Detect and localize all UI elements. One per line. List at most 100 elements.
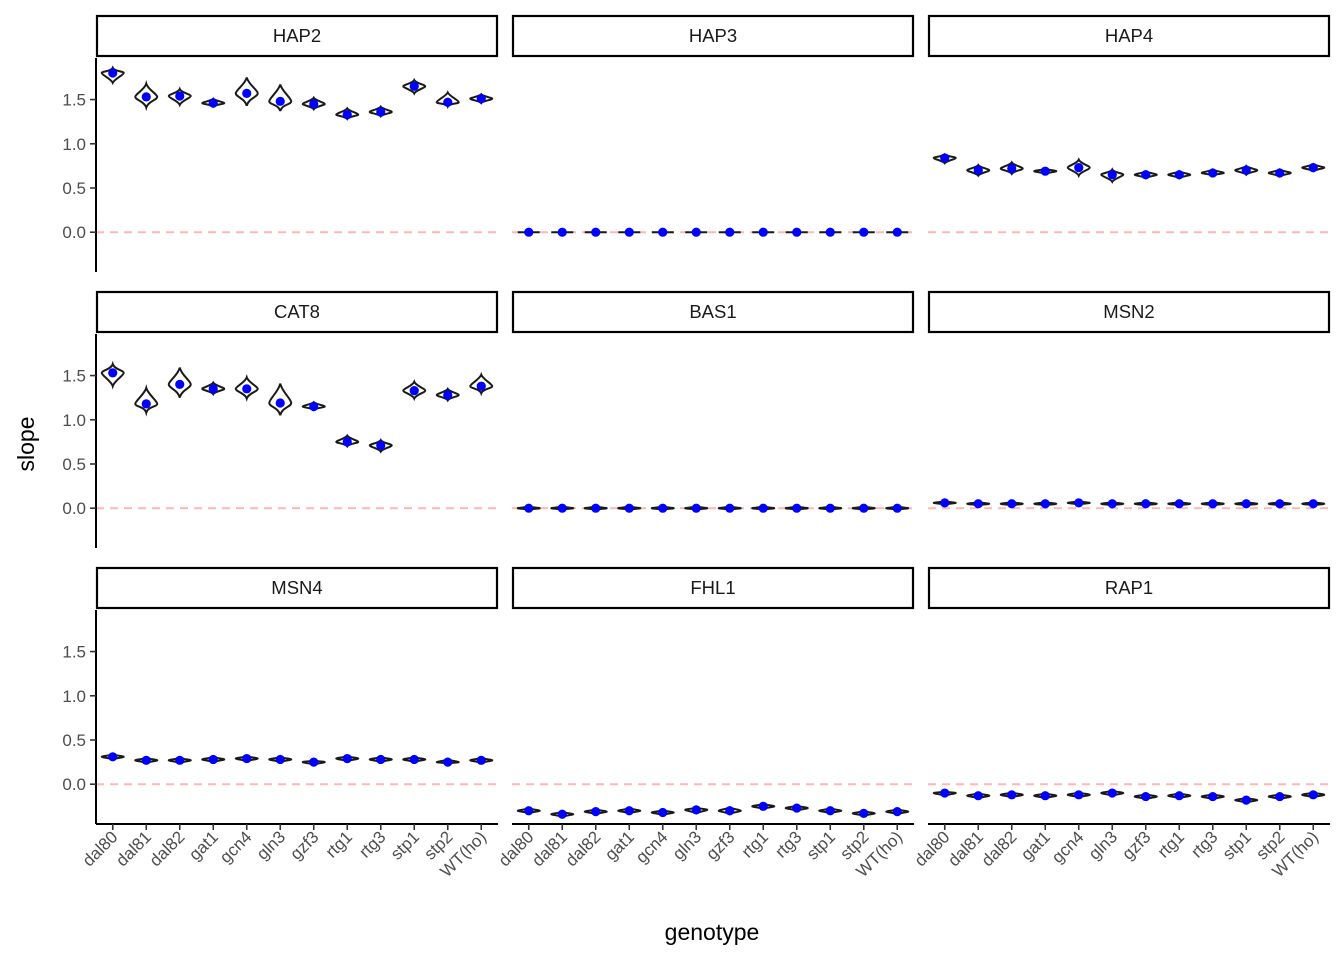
mean-point [859, 808, 869, 818]
mean-point [242, 384, 252, 394]
mean-point [1241, 795, 1251, 805]
facet-strip-label: CAT8 [274, 301, 320, 322]
mean-point [1241, 499, 1251, 509]
mean-point [275, 754, 285, 765]
mean-point [792, 503, 802, 513]
y-tick-label: 1.5 [62, 91, 86, 110]
x-tick-label: gzf3 [702, 827, 738, 863]
x-tick-label: dal81 [944, 827, 987, 870]
y-tick-label: 1.5 [62, 367, 86, 386]
mean-point [1107, 788, 1117, 798]
facet-strip-label: MSN2 [1103, 301, 1154, 322]
x-tick-label: gcn4 [216, 827, 256, 867]
x-tick-label: rtg3 [355, 827, 389, 861]
x-tick-label: dal80 [79, 827, 122, 870]
mean-point [758, 801, 768, 811]
mean-point [691, 503, 701, 513]
mean-point [309, 757, 319, 767]
mean-point [557, 227, 567, 237]
mean-point [242, 753, 252, 764]
mean-point [141, 92, 151, 102]
mean-point [1308, 790, 1318, 800]
mean-point [1107, 170, 1117, 180]
mean-point [524, 806, 534, 816]
mean-point [376, 107, 386, 117]
mean-point [175, 91, 185, 101]
x-tick-label: gzf3 [1118, 827, 1154, 863]
mean-point [658, 227, 668, 237]
y-tick-label: 1.0 [62, 687, 86, 706]
mean-point [175, 755, 185, 765]
mean-point [1208, 168, 1218, 178]
mean-point [524, 503, 534, 513]
mean-point [141, 755, 151, 765]
mean-point [859, 227, 869, 237]
x-tick-label: stp1 [803, 827, 839, 863]
x-tick-label: gln3 [1085, 827, 1121, 863]
x-tick-label: dal80 [495, 827, 538, 870]
mean-point [1107, 499, 1117, 509]
mean-point [1275, 168, 1285, 178]
y-tick-label: 1.5 [62, 643, 86, 662]
mean-point [624, 806, 634, 816]
mean-point [892, 807, 902, 817]
mean-point [409, 385, 419, 396]
mean-point [1040, 791, 1050, 801]
mean-point [591, 227, 601, 237]
x-tick-label: gat1 [185, 827, 222, 864]
mean-point [1141, 791, 1151, 802]
mean-point [1275, 791, 1285, 802]
mean-point [1308, 163, 1318, 173]
mean-point [108, 752, 118, 762]
x-tick-label: gln3 [669, 827, 705, 863]
facet-strip-label: FHL1 [690, 577, 735, 598]
facet-strip [511, 290, 915, 334]
mean-point [691, 805, 701, 815]
x-tick-label: rtg1 [738, 827, 772, 861]
facet-strip-label: MSN4 [271, 577, 322, 598]
y-tick-label: 0.0 [62, 775, 86, 794]
x-tick-label: gcn4 [632, 827, 672, 867]
mean-point [108, 68, 118, 78]
mean-point [591, 503, 601, 513]
mean-point [1074, 790, 1084, 800]
y-tick-label: 1.0 [62, 135, 86, 154]
mean-point [892, 227, 902, 237]
y-tick-label: 0.0 [62, 223, 86, 242]
x-tick-label: stp1 [387, 827, 423, 863]
mean-point [1208, 791, 1218, 802]
mean-point [1040, 166, 1050, 176]
mean-point [1040, 499, 1050, 509]
mean-point [1074, 498, 1084, 508]
mean-point [342, 437, 352, 447]
mean-point [1241, 165, 1251, 175]
mean-point [658, 503, 668, 513]
x-tick-label: rtg1 [322, 827, 356, 861]
y-tick-label: 1.0 [62, 411, 86, 430]
mean-point [1174, 499, 1184, 509]
y-tick-label: 0.0 [62, 499, 86, 518]
mean-point [108, 368, 118, 378]
mean-point [940, 153, 950, 163]
mean-point [275, 96, 285, 106]
mean-point [409, 754, 419, 765]
x-tick-label: dal82 [978, 827, 1021, 870]
x-tick-label: stp1 [1219, 827, 1255, 863]
x-tick-label: dal81 [528, 827, 571, 870]
mean-point [1074, 163, 1084, 173]
mean-point [376, 754, 386, 765]
mean-point [275, 398, 285, 408]
facet-strip-label: RAP1 [1105, 577, 1153, 598]
mean-point [443, 97, 453, 107]
x-tick-label: dal81 [112, 827, 155, 870]
x-tick-label: gcn4 [1048, 827, 1088, 867]
mean-point [940, 498, 950, 508]
mean-point [973, 165, 983, 175]
y-tick-label: 0.5 [62, 455, 86, 474]
mean-point [691, 227, 701, 237]
mean-point [524, 227, 534, 237]
mean-point [859, 503, 869, 513]
mean-point [1007, 499, 1017, 509]
